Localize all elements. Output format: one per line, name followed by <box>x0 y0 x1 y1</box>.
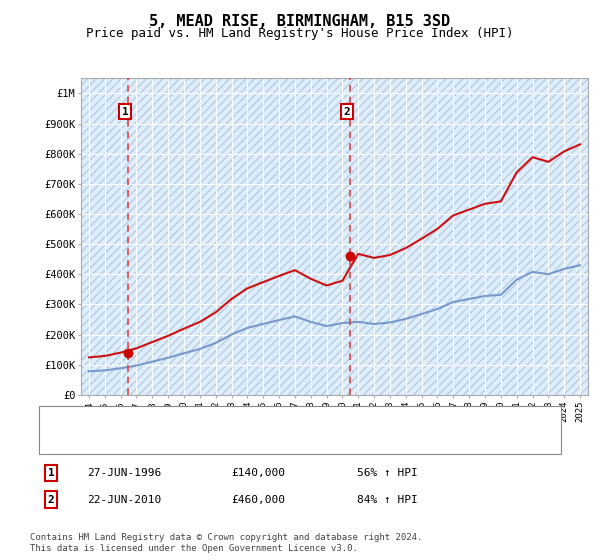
Text: 22-JUN-2010: 22-JUN-2010 <box>87 494 161 505</box>
Text: £460,000: £460,000 <box>231 494 285 505</box>
Text: £140,000: £140,000 <box>231 468 285 478</box>
Text: 2: 2 <box>343 106 350 116</box>
Text: 27-JUN-1996: 27-JUN-1996 <box>87 468 161 478</box>
Text: Price paid vs. HM Land Registry's House Price Index (HPI): Price paid vs. HM Land Registry's House … <box>86 27 514 40</box>
Text: 84% ↑ HPI: 84% ↑ HPI <box>357 494 418 505</box>
Text: 1: 1 <box>122 106 128 116</box>
Text: 2: 2 <box>47 494 55 505</box>
Text: 56% ↑ HPI: 56% ↑ HPI <box>357 468 418 478</box>
Text: HPI: Average price, detached house, Birmingham: HPI: Average price, detached house, Birm… <box>102 434 389 444</box>
Text: 5, MEAD RISE, BIRMINGHAM, B15 3SD (detached house): 5, MEAD RISE, BIRMINGHAM, B15 3SD (detac… <box>102 416 415 426</box>
Text: 1: 1 <box>47 468 55 478</box>
Text: 5, MEAD RISE, BIRMINGHAM, B15 3SD: 5, MEAD RISE, BIRMINGHAM, B15 3SD <box>149 14 451 29</box>
Text: Contains HM Land Registry data © Crown copyright and database right 2024.
This d: Contains HM Land Registry data © Crown c… <box>30 533 422 553</box>
